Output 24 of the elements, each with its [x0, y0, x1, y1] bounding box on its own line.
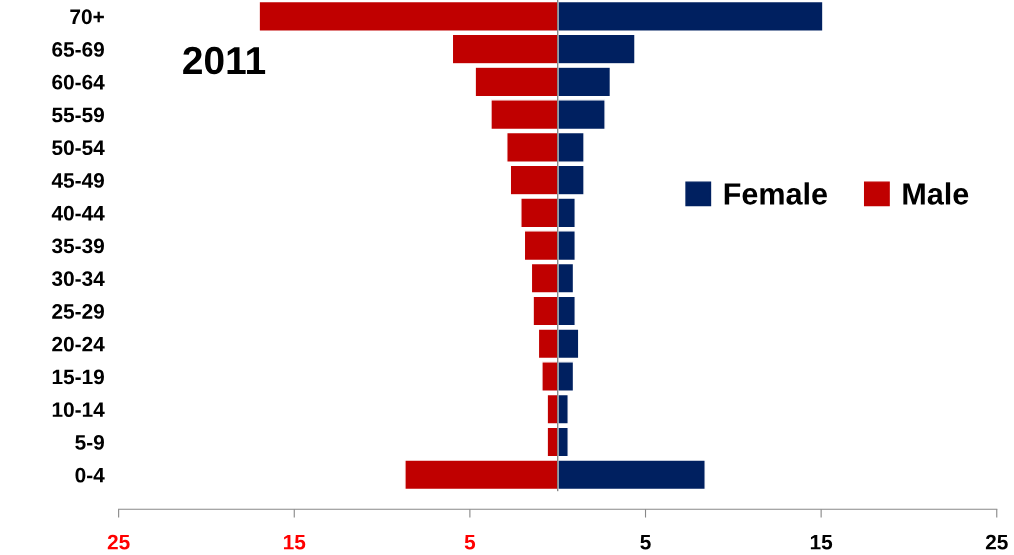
y-tick-label: 60-64 — [52, 74, 105, 90]
y-tick-label: 50-54 — [52, 140, 105, 156]
y-tick-label: 55-59 — [52, 107, 104, 123]
legend-label: Female — [724, 182, 827, 205]
x-tick-label: 5 — [464, 534, 476, 550]
y-tick-label: 45-49 — [51, 173, 104, 188]
y-tick-label: 35-39 — [51, 238, 104, 254]
x-tick-label: 25 — [107, 534, 130, 550]
y-tick-label: 65-69 — [52, 42, 104, 57]
y-tick-label: 15-19 — [52, 369, 104, 385]
y-tick-label: 10-14 — [52, 402, 105, 418]
y-tick-label: 0-4 — [75, 467, 105, 483]
y-tick-label: 5-9 — [75, 435, 104, 450]
legend-label: Male — [903, 182, 969, 205]
y-tick-label: 70+ — [70, 9, 104, 25]
x-tick-label: 15 — [810, 534, 833, 550]
y-tick-label: 25-29 — [52, 304, 104, 319]
y-tick-label: 40-44 — [51, 205, 105, 221]
x-tick-label: 5 — [640, 534, 651, 550]
text: 2011 — [183, 46, 266, 75]
x-tick-label: 15 — [283, 534, 306, 550]
y-tick-label: 20-24 — [52, 336, 105, 352]
y-tick-label: 30-34 — [51, 271, 105, 287]
x-tick-label: 25 — [985, 534, 1008, 550]
